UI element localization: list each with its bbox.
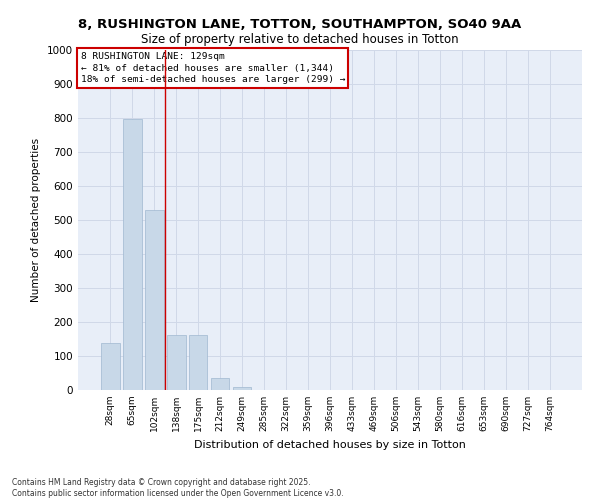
Text: Contains HM Land Registry data © Crown copyright and database right 2025.
Contai: Contains HM Land Registry data © Crown c… <box>12 478 344 498</box>
Bar <box>233 388 251 390</box>
Y-axis label: Number of detached properties: Number of detached properties <box>31 138 41 302</box>
Bar <box>123 120 142 390</box>
Text: Size of property relative to detached houses in Totton: Size of property relative to detached ho… <box>141 32 459 46</box>
Bar <box>145 210 164 390</box>
Text: 8 RUSHINGTON LANE: 129sqm
← 81% of detached houses are smaller (1,344)
18% of se: 8 RUSHINGTON LANE: 129sqm ← 81% of detac… <box>80 52 345 84</box>
Bar <box>189 335 208 390</box>
Text: 8, RUSHINGTON LANE, TOTTON, SOUTHAMPTON, SO40 9AA: 8, RUSHINGTON LANE, TOTTON, SOUTHAMPTON,… <box>79 18 521 30</box>
Bar <box>101 344 119 390</box>
X-axis label: Distribution of detached houses by size in Totton: Distribution of detached houses by size … <box>194 440 466 450</box>
Bar <box>167 335 185 390</box>
Bar <box>211 378 229 390</box>
